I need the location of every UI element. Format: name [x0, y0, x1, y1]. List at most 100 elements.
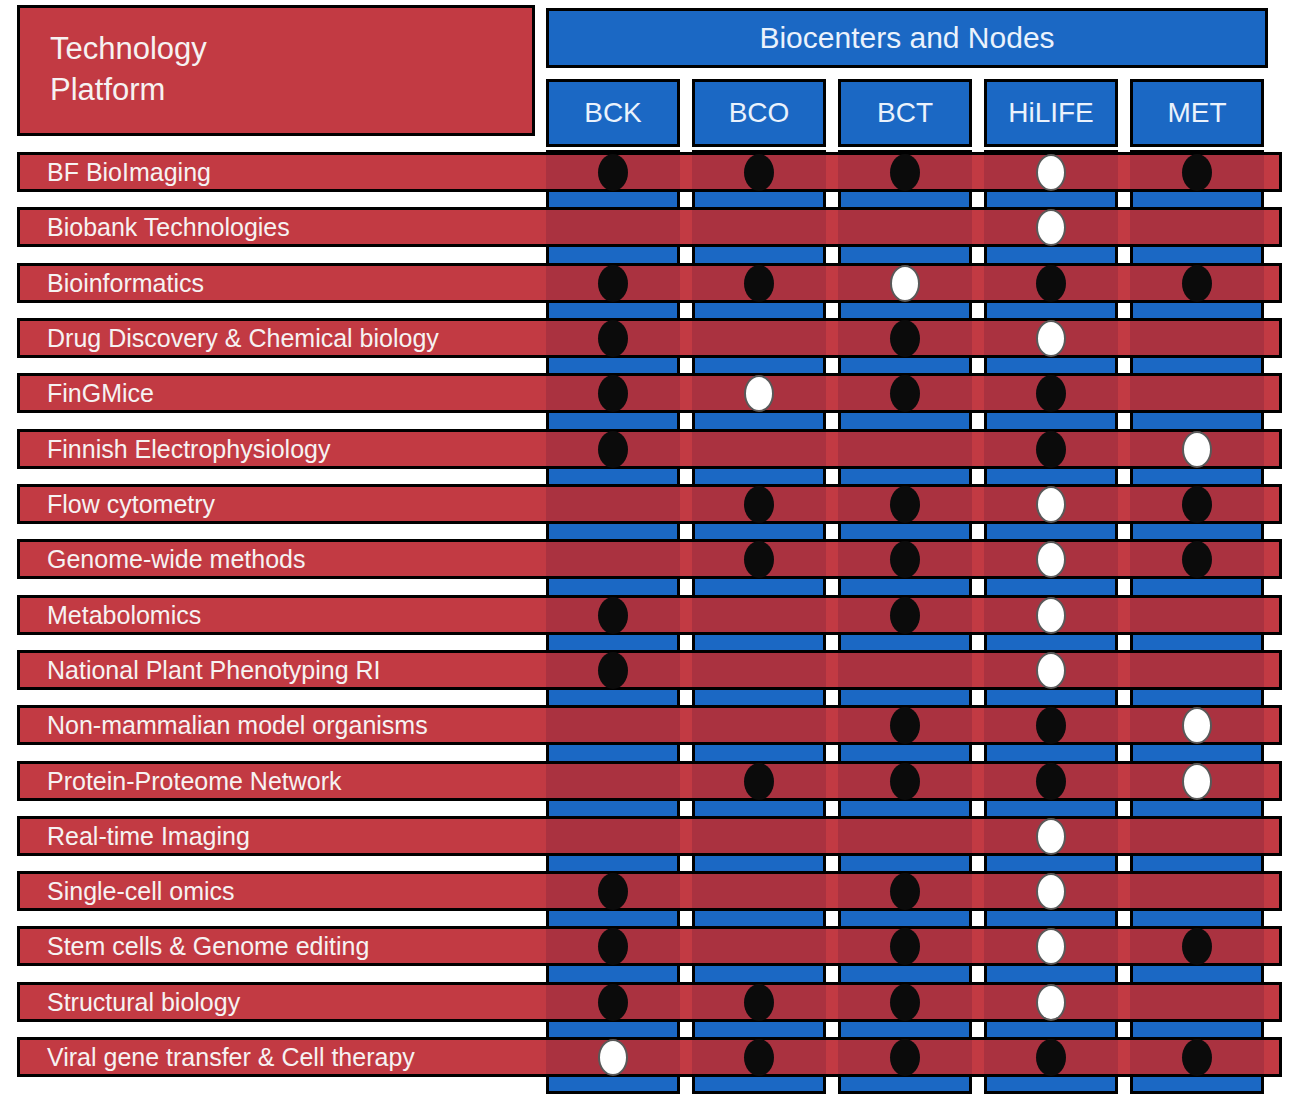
title-line-1: Technology [50, 28, 532, 69]
row-label: Single-cell omics [20, 877, 235, 906]
column-header-label: HiLIFE [1008, 97, 1094, 129]
presence-dot-black [890, 763, 920, 800]
row-group-header: Technology Platform [17, 5, 535, 136]
column-shade [692, 321, 826, 355]
presence-dot-black [744, 486, 774, 523]
presence-dot-black [890, 984, 920, 1021]
column-header-label: BCT [877, 97, 933, 129]
table-row: Non-mammalian model organisms [17, 705, 1282, 745]
column-shade [546, 210, 680, 244]
column-header-label: BCO [729, 97, 790, 129]
presence-dot-white [744, 375, 774, 412]
table-row: Genome-wide methods [17, 539, 1282, 579]
presence-dot-white [1036, 320, 1066, 357]
column-shade [838, 819, 972, 853]
column-header-bct: BCT [838, 79, 972, 147]
presence-dot-black [744, 154, 774, 191]
column-shade [546, 819, 680, 853]
column-shade [692, 819, 826, 853]
column-shade [1130, 598, 1264, 632]
table-row: Single-cell omics [17, 871, 1282, 911]
presence-dot-black [1036, 707, 1066, 744]
row-label: FinGMice [20, 379, 154, 408]
row-label: BF BioImaging [20, 158, 211, 187]
presence-dot-black [598, 984, 628, 1021]
presence-dot-black [890, 928, 920, 965]
presence-dot-black [744, 265, 774, 302]
row-label: Flow cytometry [20, 490, 215, 519]
table-row: Structural biology [17, 982, 1282, 1022]
column-shade [692, 432, 826, 466]
title-line-2: Platform [50, 69, 532, 110]
presence-dot-black [744, 763, 774, 800]
presence-dot-white [890, 265, 920, 302]
presence-dot-black [890, 707, 920, 744]
presence-dot-black [1182, 541, 1212, 578]
table-row: Drug Discovery & Chemical biology [17, 318, 1282, 358]
table-row: Viral gene transfer & Cell therapy [17, 1037, 1282, 1077]
table-row: Flow cytometry [17, 484, 1282, 524]
column-shade [1130, 985, 1264, 1019]
presence-dot-black [598, 265, 628, 302]
column-shade [838, 432, 972, 466]
column-shade [1130, 376, 1264, 410]
presence-dot-white [1036, 541, 1066, 578]
column-shade [692, 708, 826, 742]
column-header-bco: BCO [692, 79, 826, 147]
column-header-hilife: HiLIFE [984, 79, 1118, 147]
column-shade [692, 929, 826, 963]
presence-dot-black [890, 597, 920, 634]
column-shade [692, 210, 826, 244]
platform-matrix-figure: Technology Platform Biocenters and Nodes… [0, 0, 1300, 1100]
row-label: Viral gene transfer & Cell therapy [20, 1043, 415, 1072]
presence-dot-white [1036, 597, 1066, 634]
presence-dot-black [744, 1039, 774, 1076]
column-shade [838, 653, 972, 687]
presence-dot-white [1036, 652, 1066, 689]
presence-dot-white [1036, 818, 1066, 855]
presence-dot-black [1182, 928, 1212, 965]
presence-dot-black [890, 154, 920, 191]
column-shade [692, 874, 826, 908]
column-group-header-label: Biocenters and Nodes [759, 21, 1054, 55]
table-row: Biobank Technologies [17, 207, 1282, 247]
row-label: National Plant Phenotyping RI [20, 656, 381, 685]
presence-dot-black [598, 928, 628, 965]
column-shade [1130, 210, 1264, 244]
presence-dot-black [1036, 763, 1066, 800]
table-row: Bioinformatics [17, 263, 1282, 303]
row-label: Genome-wide methods [20, 545, 305, 574]
column-header-label: MET [1167, 97, 1226, 129]
row-label: Real-time Imaging [20, 822, 250, 851]
presence-dot-black [1182, 486, 1212, 523]
table-row: Stem cells & Genome editing [17, 926, 1282, 966]
presence-dot-white [1036, 984, 1066, 1021]
row-label: Structural biology [20, 988, 240, 1017]
presence-dot-black [890, 320, 920, 357]
presence-dot-white [1182, 763, 1212, 800]
presence-dot-black [890, 375, 920, 412]
presence-dot-white [598, 1039, 628, 1076]
row-label: Bioinformatics [20, 269, 204, 298]
table-row: Protein-Proteome Network [17, 761, 1282, 801]
presence-dot-white [1036, 873, 1066, 910]
column-shade [692, 598, 826, 632]
table-row: FinGMice [17, 373, 1282, 413]
presence-dot-black [598, 375, 628, 412]
row-label: Protein-Proteome Network [20, 767, 342, 796]
presence-dot-black [1182, 265, 1212, 302]
row-label: Metabolomics [20, 601, 201, 630]
column-header-label: BCK [584, 97, 642, 129]
presence-dot-black [890, 873, 920, 910]
presence-dot-black [1182, 154, 1212, 191]
row-label: Biobank Technologies [20, 213, 290, 242]
table-row: BF BioImaging [17, 152, 1282, 192]
table-row: Finnish Electrophysiology [17, 429, 1282, 469]
table-row: Metabolomics [17, 595, 1282, 635]
column-header-bck: BCK [546, 79, 680, 147]
presence-dot-black [1036, 375, 1066, 412]
table-row: Real-time Imaging [17, 816, 1282, 856]
column-shade [546, 487, 680, 521]
presence-dot-black [598, 154, 628, 191]
row-label: Non-mammalian model organisms [20, 711, 428, 740]
